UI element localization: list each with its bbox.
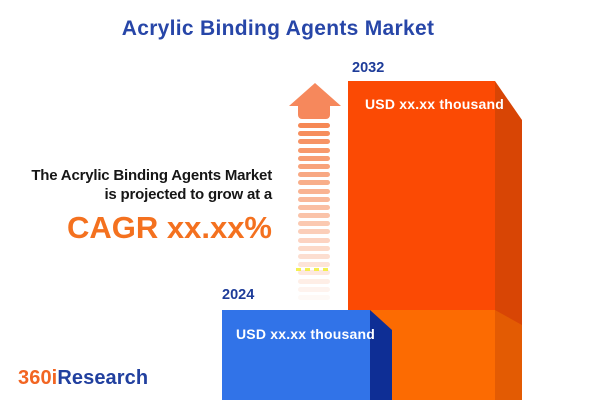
bar-2032-side-face-lower-segment xyxy=(495,310,522,400)
growth-arrow-dash xyxy=(298,270,330,276)
cagr-value: CAGR xx.xx% xyxy=(66,210,272,245)
growth-arrow-dash xyxy=(298,213,330,219)
description-line-1: The Acrylic Binding Agents Market xyxy=(31,167,272,184)
growth-arrow-dash xyxy=(298,294,330,300)
bar-2024-year-label: 2024 xyxy=(222,287,255,303)
growth-arrow-dash xyxy=(298,286,330,292)
growth-arrow-dash xyxy=(298,221,330,227)
bar-2024-value-label: USD xx.xx thousand xyxy=(236,326,375,342)
brand-logo-360i: 360i xyxy=(18,367,58,389)
description-block: The Acrylic Binding Agents Market is pro… xyxy=(31,166,272,246)
growth-arrow-dash xyxy=(298,204,330,210)
bar-2032-value-label: USD xx.xx thousand xyxy=(365,96,504,112)
page-title: Acrylic Binding Agents Market xyxy=(121,17,435,40)
growth-arrow-dash xyxy=(298,172,330,178)
bar-2032-side-face xyxy=(495,81,522,400)
growth-arrow-dash xyxy=(298,254,330,259)
bar-2032-year-label: 2032 xyxy=(352,60,385,76)
growth-arrow-dash xyxy=(298,278,330,284)
brand-logo-research: Research xyxy=(57,367,149,389)
growth-arrow-dash xyxy=(298,155,330,161)
bar-2024-side-face xyxy=(370,310,392,400)
growth-arrow-dash xyxy=(298,245,330,251)
growth-arrow-dash xyxy=(298,139,330,145)
growth-arrow-dash xyxy=(298,163,330,169)
bar-2024-front-face xyxy=(222,310,370,400)
growth-arrow-dash xyxy=(298,237,330,243)
growth-arrow-dash xyxy=(298,188,330,194)
growth-arrow-dash xyxy=(298,123,330,128)
description-line-2: is projected to grow at a xyxy=(104,186,272,203)
yellow-dashed-accent xyxy=(296,268,330,271)
growth-arrow-dash xyxy=(298,262,330,268)
growth-arrow-dash xyxy=(298,196,330,202)
growth-arrow-dash xyxy=(298,229,330,235)
growth-arrow-dash xyxy=(298,180,330,186)
growth-arrow-stem-icon xyxy=(298,105,330,119)
growth-arrow-dash xyxy=(298,147,330,153)
brand-logo: 360iResearch xyxy=(18,367,148,390)
growth-arrow-dash xyxy=(298,131,330,137)
growth-arrow-dashes xyxy=(298,123,330,300)
growth-arrow-head-icon xyxy=(289,83,341,106)
